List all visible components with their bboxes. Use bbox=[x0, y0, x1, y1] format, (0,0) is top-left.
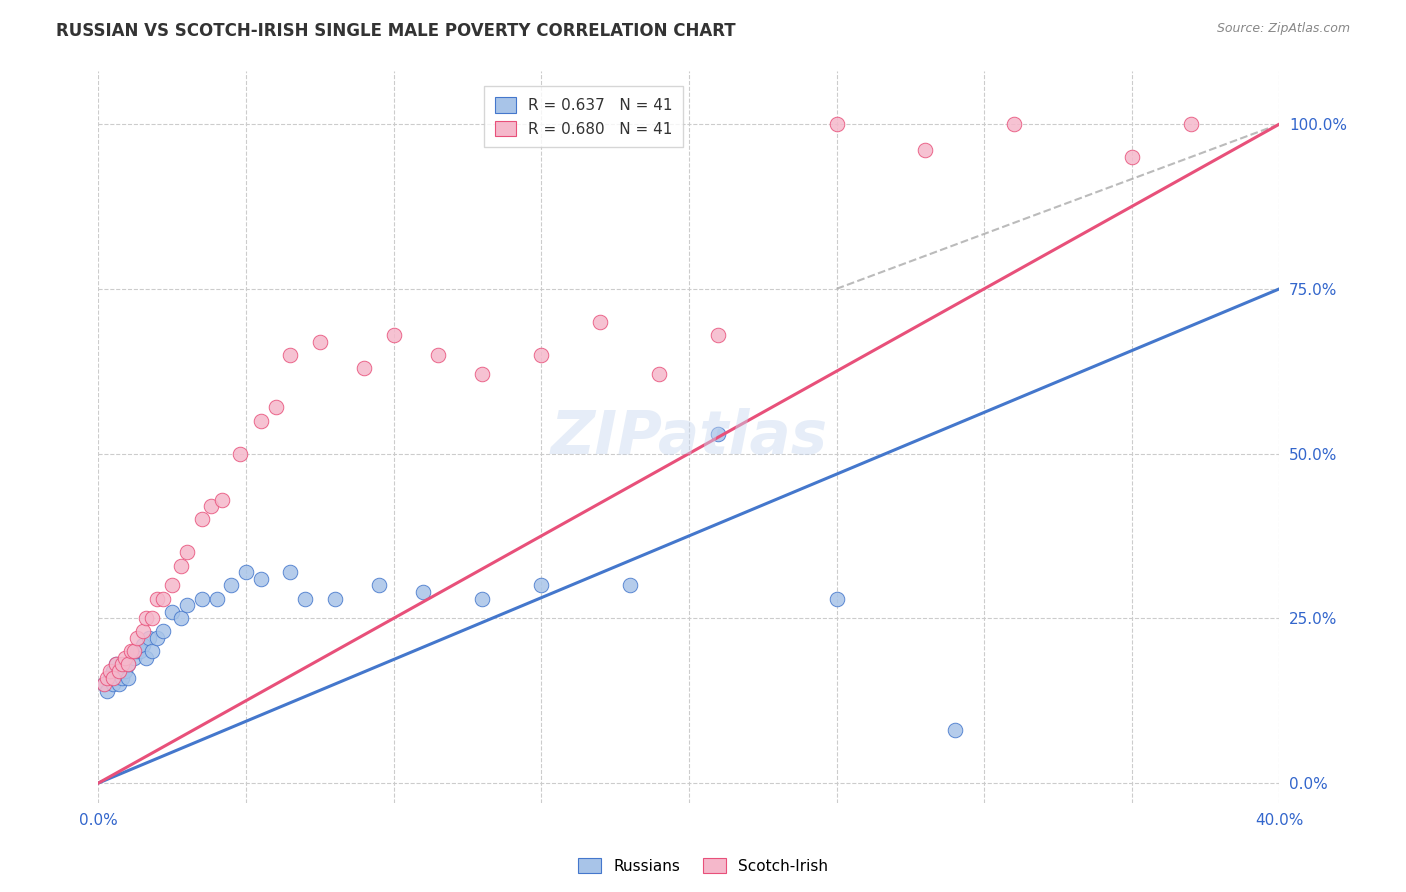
Point bbox=[191, 512, 214, 526]
Point bbox=[914, 144, 936, 158]
Point bbox=[111, 657, 134, 672]
Point bbox=[619, 578, 641, 592]
Point bbox=[96, 683, 118, 698]
Point bbox=[135, 611, 157, 625]
Point bbox=[138, 631, 160, 645]
Point bbox=[146, 591, 169, 606]
Point bbox=[176, 598, 198, 612]
Point bbox=[382, 327, 405, 342]
Point bbox=[108, 677, 131, 691]
Point bbox=[191, 591, 214, 606]
Point bbox=[205, 591, 228, 606]
Point bbox=[707, 327, 730, 342]
Point bbox=[368, 578, 391, 592]
Point bbox=[128, 644, 150, 658]
Point bbox=[122, 650, 145, 665]
Point bbox=[105, 657, 128, 672]
Point bbox=[1002, 117, 1025, 131]
Point bbox=[162, 605, 183, 619]
Point bbox=[132, 624, 155, 639]
Text: Source: ZipAtlas.com: Source: ZipAtlas.com bbox=[1216, 22, 1350, 36]
Point bbox=[825, 117, 848, 131]
Point bbox=[530, 348, 553, 362]
Point bbox=[1180, 117, 1202, 131]
Point bbox=[103, 677, 125, 691]
Point bbox=[117, 657, 139, 672]
Point bbox=[111, 664, 134, 678]
Point bbox=[111, 671, 134, 685]
Point bbox=[353, 360, 375, 375]
Point bbox=[120, 644, 142, 658]
Point bbox=[278, 565, 302, 579]
Point bbox=[114, 664, 136, 678]
Text: RUSSIAN VS SCOTCH-IRISH SINGLE MALE POVERTY CORRELATION CHART: RUSSIAN VS SCOTCH-IRISH SINGLE MALE POVE… bbox=[56, 22, 735, 40]
Text: ZIPatlas: ZIPatlas bbox=[550, 408, 828, 467]
Point bbox=[278, 348, 302, 362]
Point bbox=[229, 446, 252, 460]
Point bbox=[264, 401, 287, 415]
Point bbox=[146, 631, 169, 645]
Point bbox=[105, 671, 128, 685]
Point bbox=[323, 591, 346, 606]
Point bbox=[219, 578, 242, 592]
Point bbox=[200, 500, 222, 514]
Legend: Russians, Scotch-Irish: Russians, Scotch-Irish bbox=[572, 852, 834, 880]
Point bbox=[93, 677, 115, 691]
Point bbox=[162, 578, 183, 592]
Point bbox=[943, 723, 966, 738]
Point bbox=[170, 558, 193, 573]
Point bbox=[135, 650, 157, 665]
Point bbox=[141, 644, 163, 658]
Point bbox=[825, 591, 848, 606]
Point bbox=[152, 624, 174, 639]
Point bbox=[170, 611, 193, 625]
Point bbox=[1121, 150, 1143, 164]
Point bbox=[294, 591, 316, 606]
Point bbox=[98, 664, 121, 678]
Point bbox=[427, 348, 450, 362]
Point bbox=[93, 677, 115, 691]
Point bbox=[589, 315, 612, 329]
Point bbox=[125, 631, 148, 645]
Point bbox=[98, 671, 121, 685]
Point bbox=[471, 591, 494, 606]
Point bbox=[125, 644, 148, 658]
Point bbox=[105, 657, 128, 672]
Point bbox=[211, 492, 233, 507]
Point bbox=[103, 671, 125, 685]
Point bbox=[117, 671, 139, 685]
Point bbox=[471, 368, 494, 382]
Point bbox=[176, 545, 198, 559]
Point bbox=[152, 591, 174, 606]
Point bbox=[250, 414, 273, 428]
Point bbox=[309, 334, 332, 349]
Point bbox=[108, 664, 131, 678]
Point bbox=[412, 585, 434, 599]
Point bbox=[250, 572, 273, 586]
Point bbox=[235, 565, 257, 579]
Point bbox=[117, 657, 139, 672]
Point bbox=[122, 644, 145, 658]
Point bbox=[648, 368, 671, 382]
Point bbox=[707, 426, 730, 441]
Legend: R = 0.637   N = 41, R = 0.680   N = 41: R = 0.637 N = 41, R = 0.680 N = 41 bbox=[484, 87, 683, 147]
Point bbox=[114, 650, 136, 665]
Point bbox=[132, 638, 155, 652]
Point bbox=[103, 664, 125, 678]
Point bbox=[530, 578, 553, 592]
Point bbox=[96, 671, 118, 685]
Point bbox=[141, 611, 163, 625]
